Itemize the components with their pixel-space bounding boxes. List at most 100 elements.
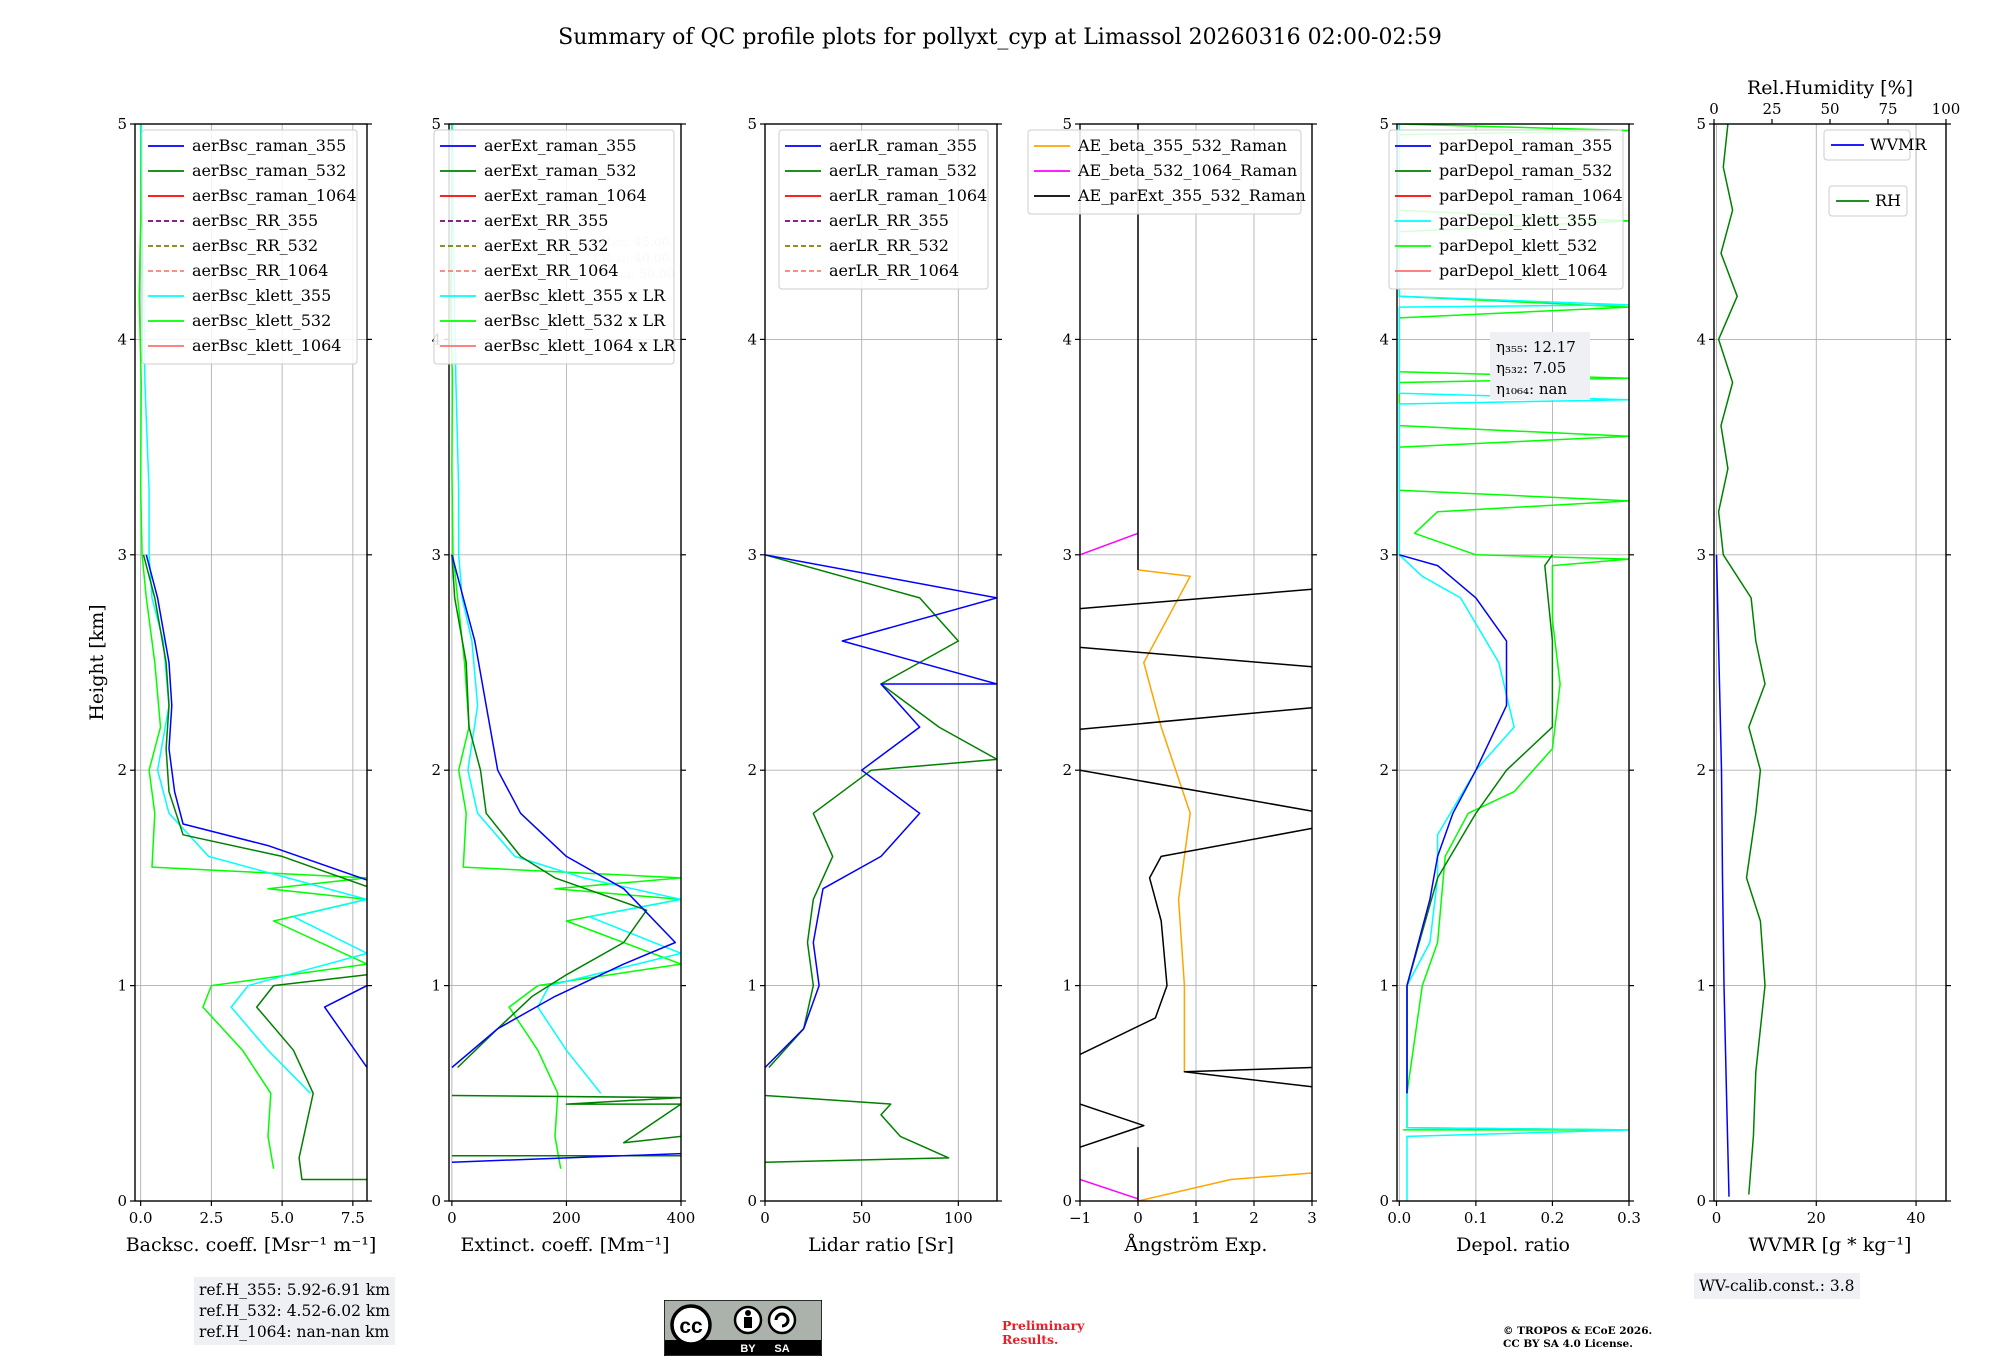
x-tick-label: 0.3: [1617, 1209, 1641, 1227]
legend-label: aerExt_raman_532: [484, 161, 637, 180]
series-line-AE_parExt_d: [1080, 769, 1312, 812]
x-axis-label: Ångström Exp.: [1124, 1234, 1268, 1256]
series-line-AE_parExt_g: [1080, 588, 1312, 610]
legend-box: [433, 129, 675, 365]
copyright-notice: © TROPOS & ECoE 2026. CC BY SA 4.0 Licen…: [1503, 1325, 1652, 1351]
top-x-tick-label: 25: [1762, 100, 1781, 118]
y-tick-label: 0: [1062, 1192, 1072, 1210]
x-tick-label: 0.0: [129, 1209, 153, 1227]
y-tick-label: 0: [1696, 1192, 1706, 1210]
legend-label: aerExt_RR_1064: [484, 261, 619, 280]
y-tick-label: 3: [1696, 546, 1706, 564]
panel-p6: 0 20 40 0 1 2 3 4 5 WVMR [g * kg⁻¹] 0 25 50 75 100 Rel.…: [1696, 77, 1960, 1256]
legend-label: aerExt_raman_1064: [484, 186, 647, 205]
cc-by-sa-license-logo: cc BY SA: [664, 1300, 822, 1356]
series-group: [1715, 124, 1766, 1197]
eta-annotation-text: η₁₀₆₄: nan: [1496, 380, 1567, 398]
y-tick-label: 5: [1379, 115, 1389, 133]
series-group: [138, 124, 367, 1181]
x-tick-label: 2.5: [199, 1209, 223, 1227]
legend-label: aerBsc_RR_1064: [192, 261, 328, 280]
y-tick-label: 3: [1379, 546, 1389, 564]
series-line-aerExt_raman_532b: [451, 1094, 681, 1144]
legend-label: parDepol_klett_1064: [1439, 261, 1608, 280]
series-line-AE_parExt_a: [1080, 1103, 1145, 1148]
series-line-aerLR_raman_355: [765, 554, 997, 1069]
series-line-aerBsc_klett_355: [140, 124, 367, 1094]
legend-label: aerBsc_RR_355: [192, 211, 318, 230]
preliminary-line-2: Results.: [1002, 1332, 1059, 1347]
by-label: BY: [740, 1343, 756, 1355]
legend-label: aerBsc_klett_1064 x LR: [484, 336, 676, 355]
legend-label: parDepol_klett_532: [1439, 236, 1597, 255]
legend-box: [1388, 129, 1624, 290]
panel-p5: 0.0 0.1 0.2 0.3 0 1 2 3 4 5 Depol. ratio parDepol_r…: [1379, 115, 1640, 1256]
panel-p3: 0 50 100 0 1 2 3 4 5 Lidar ratio [Sr] aerLR_raman_…: [747, 115, 1002, 1256]
cc-text: cc: [679, 1315, 703, 1338]
x-tick-label: 0.0: [1387, 1209, 1411, 1227]
y-tick-label: 4: [1062, 330, 1072, 348]
y-tick-label: 4: [747, 330, 757, 348]
y-tick-label: 1: [1379, 977, 1389, 995]
x-tick-label: 5.0: [270, 1209, 294, 1227]
legend-label: aerBsc_raman_1064: [192, 186, 357, 205]
legend-label: aerBsc_RR_532: [192, 236, 318, 255]
x-tick-label: 50: [852, 1209, 871, 1227]
series-line-RH: [1717, 124, 1766, 1195]
ref-height-355: ref.H_355: 5.92-6.91 km: [199, 1281, 390, 1299]
top-x-tick-label: 100: [1932, 100, 1961, 118]
x-tick-label: 2: [1249, 1209, 1259, 1227]
legend-label: aerBsc_klett_532 x LR: [484, 311, 666, 330]
preliminary-results-note: Preliminary Results.: [1002, 1319, 1084, 1347]
legend-box: [778, 129, 989, 290]
series-line-aerLR_raman_532: [765, 1094, 950, 1163]
x-axis-label: Depol. ratio: [1456, 1234, 1570, 1256]
series-line-AE_beta_532_1064_Raman_b: [1080, 532, 1139, 556]
x-tick-label: 20: [1807, 1209, 1826, 1227]
series-group: [449, 124, 681, 1169]
legend-box: [141, 129, 358, 365]
legend-label: aerExt_RR_532: [484, 236, 608, 255]
axes-frame: [764, 123, 998, 1202]
y-tick-label: 0: [117, 1192, 127, 1210]
legend-label: aerLR_raman_355: [829, 136, 977, 155]
series-line-aerExt_raman_532c: [451, 554, 648, 1069]
eta-annotation-box: [1490, 332, 1590, 400]
y-axis-label: Height [km]: [86, 604, 108, 720]
y-tick-label: 3: [431, 546, 441, 564]
y-tick-label: 0: [1379, 1192, 1389, 1210]
series-line-AE_beta_355_532_Raman: [1137, 1172, 1312, 1201]
legend-label: RH: [1875, 191, 1901, 210]
series-line-aerBsc_raman_532b: [142, 554, 367, 888]
series-line-AE_parExt_b: [1183, 1066, 1312, 1088]
top-x-tick-label: 0: [1709, 100, 1719, 118]
axes-frame: [448, 123, 682, 1202]
y-tick-label: 0: [747, 1192, 757, 1210]
legend-label: AE_beta_532_1064_Raman: [1077, 161, 1297, 180]
x-tick-label: 1: [1191, 1209, 1201, 1227]
x-tick-label: 3: [1307, 1209, 1317, 1227]
y-tick-label: 2: [747, 761, 757, 779]
series-group: [765, 554, 997, 1163]
series-line-aerBsc_klett_532: [138, 124, 367, 1169]
y-tick-label: 5: [117, 115, 127, 133]
x-axis-label: Backsc. coeff. [Msr⁻¹ m⁻¹]: [126, 1234, 377, 1256]
share-alike-icon: [767, 1305, 797, 1335]
y-tick-label: 5: [431, 115, 441, 133]
x-tick-label: 400: [667, 1209, 696, 1227]
series-line-aerLR_raman_532b: [765, 554, 997, 1069]
series-line-aerBsc_raman_355b: [145, 554, 367, 881]
legend-label: parDepol_raman_355: [1439, 136, 1612, 155]
y-tick-label: 2: [431, 761, 441, 779]
panels: 0.0 2.5 5.0 7.5 0 1 2 3 4 5 Backsc. coeff. [Msr⁻¹ …: [86, 77, 1960, 1256]
x-tick-label: 0: [760, 1209, 770, 1227]
top-x-tick-label: 50: [1820, 100, 1839, 118]
x-tick-label: 0.2: [1541, 1209, 1565, 1227]
y-tick-label: 0: [431, 1192, 441, 1210]
series-line-AE_beta_532_1064_Raman: [1080, 1178, 1139, 1200]
series-line-parDepol_raman_355: [1399, 554, 1508, 1094]
series-line-WVMR: [1715, 554, 1730, 1197]
series-line-aerBsc_klett_355 x LR: [451, 124, 681, 1094]
